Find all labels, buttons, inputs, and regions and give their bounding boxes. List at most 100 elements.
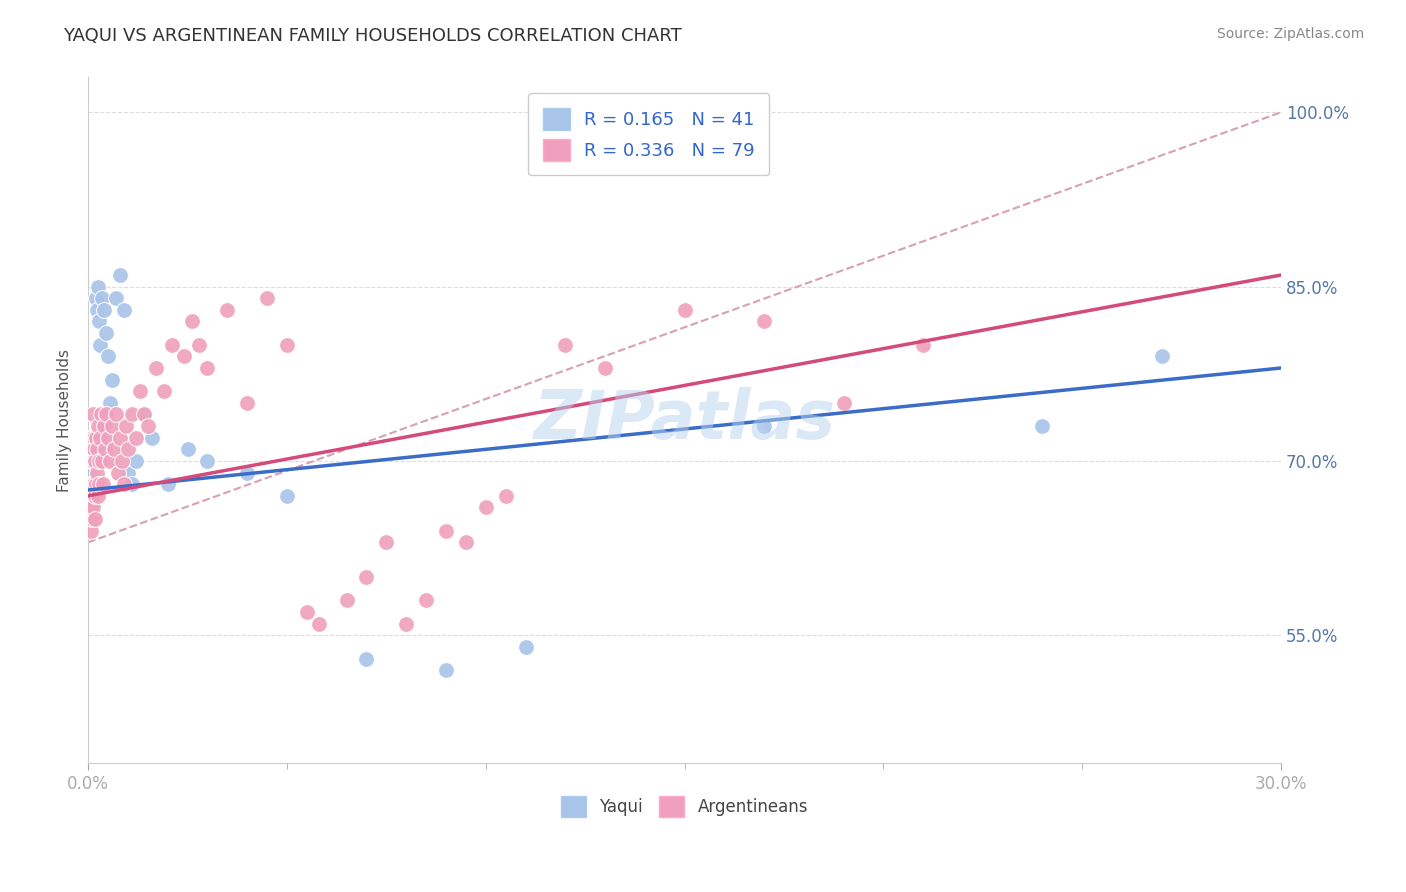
Point bbox=[84, 431, 107, 445]
Point bbox=[94, 408, 117, 422]
Point bbox=[236, 396, 259, 410]
Point bbox=[82, 431, 104, 445]
Point bbox=[79, 431, 101, 445]
Point bbox=[128, 384, 150, 399]
Point bbox=[256, 291, 278, 305]
Text: ZIPatlas: ZIPatlas bbox=[533, 387, 835, 453]
Legend: Yaqui, Argentineans: Yaqui, Argentineans bbox=[554, 789, 815, 823]
Point bbox=[434, 663, 457, 677]
Point bbox=[84, 291, 107, 305]
Point bbox=[89, 314, 111, 328]
Point bbox=[125, 454, 148, 468]
Point bbox=[84, 454, 107, 468]
Point bbox=[97, 350, 120, 364]
Point bbox=[93, 302, 115, 317]
Point bbox=[115, 419, 138, 434]
Point bbox=[83, 431, 105, 445]
Point bbox=[101, 419, 124, 434]
Point bbox=[197, 361, 219, 376]
Point bbox=[112, 302, 135, 317]
Point bbox=[80, 524, 103, 538]
Point bbox=[84, 454, 107, 468]
Point bbox=[87, 279, 110, 293]
Point bbox=[176, 442, 198, 457]
Point bbox=[83, 442, 105, 457]
Point bbox=[79, 489, 101, 503]
Point bbox=[1150, 350, 1173, 364]
Point bbox=[180, 314, 202, 328]
Point bbox=[82, 512, 104, 526]
Point bbox=[752, 314, 775, 328]
Point bbox=[117, 442, 139, 457]
Point bbox=[89, 477, 111, 491]
Point bbox=[107, 466, 129, 480]
Point bbox=[91, 454, 114, 468]
Point bbox=[80, 431, 103, 445]
Point bbox=[145, 361, 167, 376]
Point bbox=[86, 466, 108, 480]
Text: YAQUI VS ARGENTINEAN FAMILY HOUSEHOLDS CORRELATION CHART: YAQUI VS ARGENTINEAN FAMILY HOUSEHOLDS C… bbox=[63, 27, 682, 45]
Point bbox=[495, 489, 517, 503]
Point bbox=[474, 500, 496, 515]
Point bbox=[593, 361, 616, 376]
Point bbox=[82, 454, 104, 468]
Point bbox=[188, 337, 211, 351]
Point bbox=[84, 477, 107, 491]
Point bbox=[104, 291, 127, 305]
Point bbox=[295, 605, 318, 619]
Point bbox=[356, 651, 378, 665]
Point bbox=[217, 302, 239, 317]
Point bbox=[89, 337, 111, 351]
Point bbox=[94, 326, 117, 340]
Point bbox=[395, 616, 418, 631]
Point bbox=[83, 489, 105, 503]
Point bbox=[93, 419, 115, 434]
Point bbox=[103, 442, 125, 457]
Point bbox=[83, 512, 105, 526]
Point bbox=[111, 454, 134, 468]
Point bbox=[80, 454, 103, 468]
Point bbox=[79, 477, 101, 491]
Point bbox=[136, 419, 159, 434]
Point bbox=[82, 477, 104, 491]
Point bbox=[80, 477, 103, 491]
Point bbox=[132, 408, 155, 422]
Point bbox=[89, 431, 111, 445]
Point bbox=[336, 593, 359, 607]
Point bbox=[82, 442, 104, 457]
Point bbox=[82, 477, 104, 491]
Point bbox=[356, 570, 378, 584]
Point bbox=[79, 512, 101, 526]
Point bbox=[752, 419, 775, 434]
Y-axis label: Family Households: Family Households bbox=[58, 349, 72, 491]
Point bbox=[83, 477, 105, 491]
Point bbox=[173, 350, 195, 364]
Point bbox=[117, 466, 139, 480]
Point bbox=[236, 466, 259, 480]
Point bbox=[515, 640, 537, 654]
Point bbox=[80, 442, 103, 457]
Point bbox=[82, 500, 104, 515]
Point bbox=[80, 500, 103, 515]
Point bbox=[912, 337, 935, 351]
Point bbox=[87, 419, 110, 434]
Point bbox=[121, 408, 143, 422]
Point bbox=[276, 489, 298, 503]
Point bbox=[82, 466, 104, 480]
Point bbox=[86, 302, 108, 317]
Point bbox=[415, 593, 437, 607]
Point bbox=[1031, 419, 1053, 434]
Point bbox=[82, 489, 104, 503]
Point bbox=[86, 489, 108, 503]
Point bbox=[91, 291, 114, 305]
Point bbox=[86, 442, 108, 457]
Point bbox=[276, 337, 298, 351]
Text: Source: ZipAtlas.com: Source: ZipAtlas.com bbox=[1216, 27, 1364, 41]
Point bbox=[197, 454, 219, 468]
Point bbox=[84, 431, 107, 445]
Point bbox=[125, 431, 148, 445]
Point bbox=[160, 337, 183, 351]
Point bbox=[94, 442, 117, 457]
Point bbox=[104, 408, 127, 422]
Point bbox=[434, 524, 457, 538]
